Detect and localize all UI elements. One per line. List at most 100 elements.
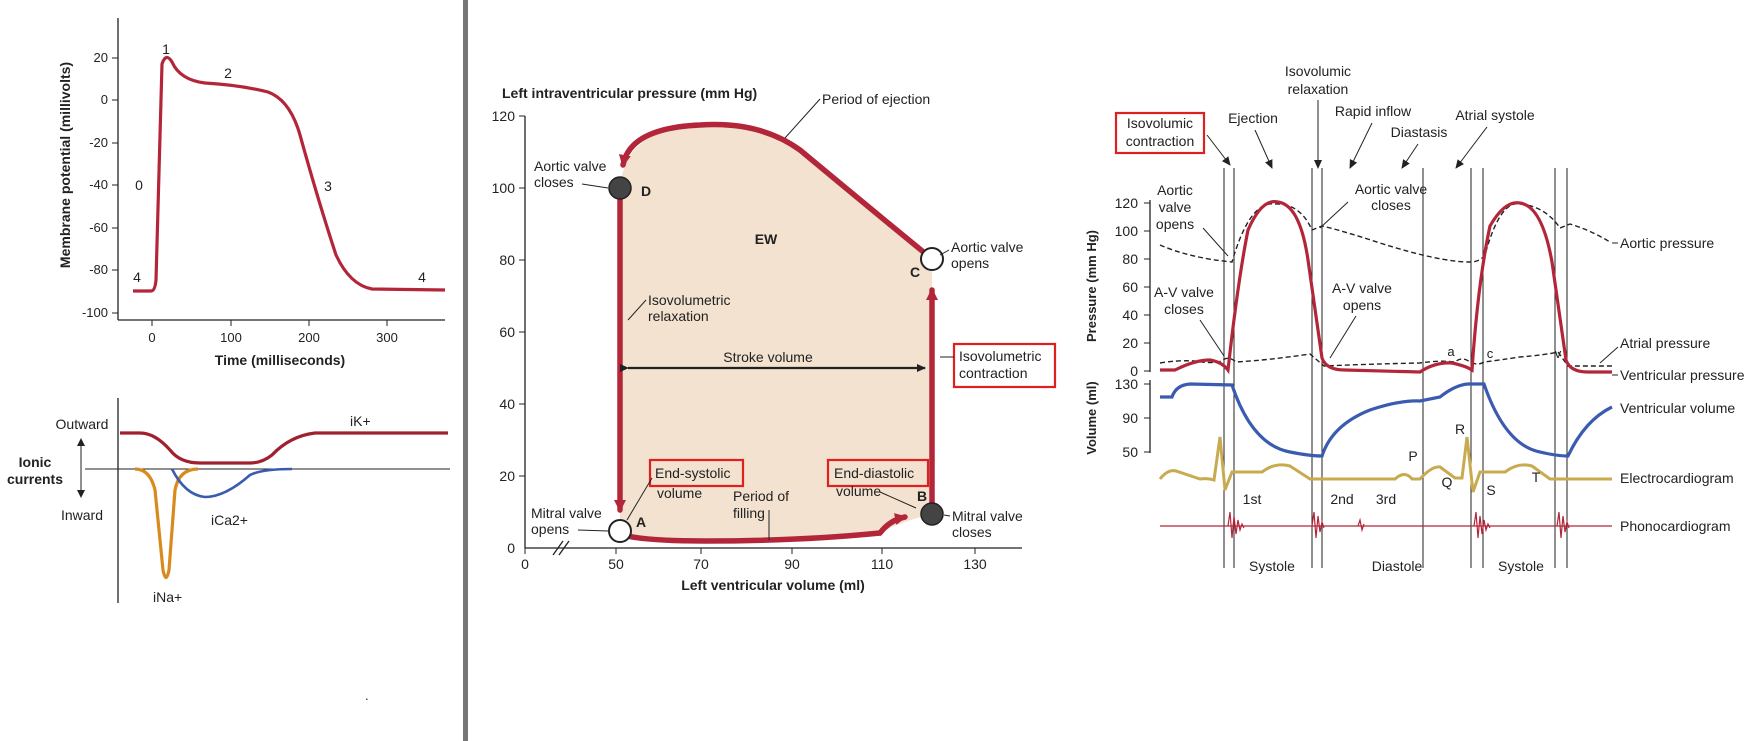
ap-phase-label: 1 (162, 41, 170, 57)
iso-contraction-label: contraction (959, 365, 1027, 381)
ap-y-label: Membrane potential (millivolts) (57, 62, 73, 268)
pv-loop-area (620, 124, 932, 542)
aortic-closes-label: Aortic valve (1355, 181, 1428, 197)
pv-ytick: 60 (499, 324, 515, 340)
aortic-opens-label: opens (951, 255, 989, 271)
pressure-tick: 100 (1115, 223, 1139, 239)
volume-axis-label: Volume (ml) (1084, 381, 1099, 454)
volume-tick: 90 (1122, 410, 1138, 426)
ecg-wave-label: S (1486, 482, 1495, 498)
filling-segment (617, 530, 883, 544)
ap-phase-label: 3 (324, 178, 332, 194)
currents-title: Ionic (19, 454, 52, 470)
pv-ytick: 100 (492, 180, 516, 196)
end-systolic-highlight (648, 458, 745, 488)
ik-current-curve (120, 431, 448, 465)
event-lines (1223, 168, 1568, 568)
pcg-trace (1160, 511, 1612, 539)
cycle-phase-label: Systole (1498, 558, 1544, 574)
iso-relax-label: relaxation (648, 308, 709, 324)
period-ejection-leader (784, 98, 821, 139)
pv-x-ticks: 0 50 70 90 110 130 (521, 540, 987, 572)
ap-ytick: 0 (101, 92, 108, 107)
pv-x-label: Left ventricular volume (ml) (681, 577, 865, 593)
heart-sound-label: 3rd (1376, 491, 1396, 507)
point-b-label: B (917, 488, 927, 504)
period-ejection-label: Period of ejection (822, 91, 930, 107)
end-systolic-leader (626, 477, 653, 521)
aortic-opens-label: valve (1159, 199, 1192, 215)
heart-sound-label: 1st (1243, 491, 1262, 507)
wave-label: c (1487, 346, 1494, 361)
pressure-tick: 60 (1122, 279, 1138, 295)
ap-phase-label: 4 (418, 269, 426, 285)
ap-x-label: Time (milliseconds) (215, 352, 345, 368)
mitral-opens-leader (577, 529, 609, 532)
ica-label: iCa2+ (211, 512, 248, 528)
volume-tick: 130 (1115, 376, 1139, 392)
ap-ytick: -80 (89, 262, 108, 277)
aortic-opens-label: Aortic (1157, 182, 1193, 198)
pv-ytick: 0 (507, 540, 515, 556)
filling-label: filling (733, 505, 765, 521)
ap-ytick: -20 (89, 135, 108, 150)
ventricular-volume-curve (1160, 382, 1613, 458)
end-systolic-label: End-systolic (655, 465, 730, 481)
trace-label: Phonocardiogram (1620, 518, 1731, 534)
ap-ytick: 20 (94, 50, 108, 65)
pressure-tick: 120 (1115, 195, 1139, 211)
pv-ytick: 40 (499, 396, 515, 412)
ina-label: iNa+ (153, 589, 182, 605)
pv-xtick: 110 (871, 556, 894, 572)
pv-loop-outline (614, 121, 938, 544)
av-opens-label: opens (1343, 297, 1381, 313)
mitral-closes-label: Mitral valve (952, 508, 1023, 524)
av-closes-label: A-V valve (1154, 284, 1214, 300)
top-phase-label: Rapid inflow (1335, 103, 1412, 119)
pv-xtick: 70 (693, 556, 709, 572)
stray-dot: . (365, 688, 369, 703)
ecg-wave-label: R (1455, 421, 1465, 437)
pv-ytick: 80 (499, 252, 515, 268)
aortic-pressure-curve (1159, 203, 1611, 263)
outward-label: Outward (56, 416, 109, 432)
aortic-closes-label: closes (534, 174, 574, 190)
pressure-axis-label: Pressure (mm Hg) (1084, 230, 1099, 342)
aortic-closes-label: Aortic valve (534, 158, 607, 174)
aortic-opens-label: Aortic valve (951, 239, 1024, 255)
point-a-marker (608, 519, 632, 543)
pv-xtick: 90 (784, 556, 800, 572)
ap-x-ticks: 0 100 200 300 (148, 320, 398, 345)
ik-label: iK+ (350, 413, 371, 429)
action-potential-panel: 20 0 -20 -40 -60 -80 -100 0 100 200 300 … (57, 18, 446, 368)
ap-phase-label: 0 (135, 177, 143, 193)
pressure-tick: 0 (1130, 363, 1138, 379)
ap-ytick: -100 (82, 305, 108, 320)
ica-current-curve (170, 467, 293, 499)
ap-phase-label: 2 (224, 65, 232, 81)
stroke-volume-label: Stroke volume (723, 349, 813, 365)
ecg-wave-label: P (1408, 448, 1417, 464)
ap-phase-label: 4 (133, 269, 141, 285)
aortic-closes-leader (581, 183, 609, 189)
inward-label: Inward (61, 507, 103, 523)
mitral-closes-leader (943, 514, 951, 517)
end-diastolic-highlight (826, 458, 930, 488)
point-c-marker (920, 247, 944, 271)
ventricular-pressure-curve (1160, 199, 1612, 375)
iso-contraction-highlight (952, 342, 1057, 389)
volume-tick: 50 (1122, 444, 1138, 460)
pv-xtick: 130 (963, 556, 987, 572)
iso-relax-leader (627, 299, 647, 321)
trace-label: Ventricular pressure (1620, 367, 1745, 383)
ap-ytick: -40 (89, 177, 108, 192)
end-diastolic-leader (879, 491, 917, 509)
point-b-marker (920, 502, 944, 526)
ap-xtick: 0 (148, 330, 155, 345)
top-phase-label: Diastasis (1391, 124, 1448, 140)
av-opens-label: A-V valve (1332, 280, 1392, 296)
filling-arrowhead (877, 513, 908, 536)
end-systolic-label: volume (657, 485, 702, 501)
ecg-curve (1158, 436, 1612, 493)
